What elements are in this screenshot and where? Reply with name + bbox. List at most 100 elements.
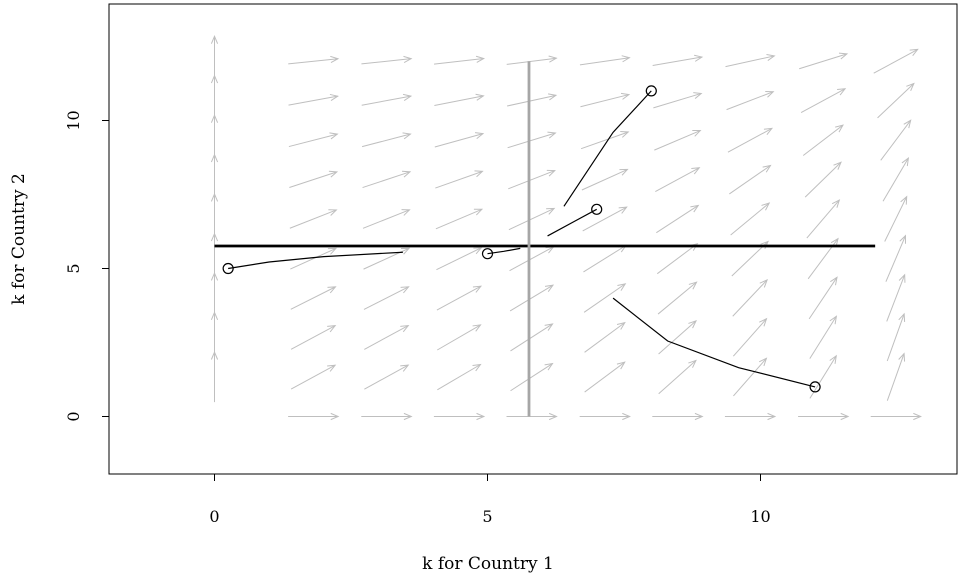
field-arrow <box>288 95 338 106</box>
field-arrow <box>653 92 702 109</box>
field-arrow <box>657 281 697 315</box>
field-arrow <box>361 133 411 148</box>
field-arrowhead <box>475 55 486 63</box>
field-arrowhead <box>620 92 631 100</box>
field-arrowhead <box>546 207 556 215</box>
field-arrowhead <box>476 412 486 421</box>
field-arrow <box>733 358 767 397</box>
y-tick-label: 10 <box>64 110 83 130</box>
field-arrowhead <box>618 206 628 214</box>
field-arrow <box>654 130 701 151</box>
field-arrowhead <box>840 412 850 421</box>
field-arrowhead <box>327 286 337 294</box>
field-arrow <box>809 316 837 359</box>
field-arrow <box>655 167 700 193</box>
field-arrowhead <box>835 124 844 133</box>
field-arrow <box>652 56 703 67</box>
y-tick-label: 5 <box>64 263 83 273</box>
field-arrowhead <box>903 119 912 129</box>
field-arrowhead <box>403 412 413 421</box>
field-arrowhead <box>688 320 697 329</box>
field-arrowhead <box>906 82 915 92</box>
field-arrow <box>437 364 481 391</box>
field-arrow <box>886 274 906 322</box>
field-arrow <box>436 285 482 311</box>
field-arrowhead <box>544 362 554 371</box>
trajectory-start-point <box>591 203 603 215</box>
reference-lines <box>214 61 876 417</box>
y-axis-title: k for Country 2 <box>9 173 29 305</box>
y-axis: 0 5 10 <box>64 110 110 422</box>
field-arrowhead <box>909 48 919 56</box>
field-arrow <box>725 55 775 68</box>
field-arrow <box>884 196 908 242</box>
field-arrow <box>880 120 912 161</box>
field-arrow <box>658 360 697 395</box>
field-arrowhead <box>472 324 482 332</box>
field-arrow <box>808 277 838 320</box>
field-arrow <box>582 206 627 232</box>
x-tick-label: 5 <box>482 507 492 526</box>
field-arrowhead <box>473 247 483 255</box>
field-arrow <box>886 313 905 362</box>
trajectory-line <box>228 251 403 270</box>
field-arrow <box>579 57 630 66</box>
field-arrowhead <box>765 90 775 98</box>
trajectory-line <box>547 208 597 237</box>
field-arrowhead <box>622 412 631 421</box>
field-arrow <box>804 161 842 198</box>
field-arrowhead <box>899 234 907 244</box>
field-arrowhead <box>475 93 485 101</box>
field-arrow <box>802 124 844 156</box>
field-arrowhead <box>688 359 697 368</box>
field-arrowhead <box>898 273 906 283</box>
field-arrowhead <box>474 132 485 139</box>
field-arrow <box>799 53 848 70</box>
field-arrow <box>509 284 554 312</box>
x-tick-label: 10 <box>750 507 770 526</box>
trajectory-start-point <box>645 85 657 97</box>
trajectory-start-point <box>809 381 821 393</box>
field-arrowhead <box>830 276 838 286</box>
field-arrow <box>290 247 337 270</box>
field-arrow <box>364 364 409 390</box>
field-arrowhead <box>898 352 906 362</box>
field-arrow <box>886 353 905 401</box>
field-arrow <box>510 323 553 352</box>
field-arrowhead <box>617 283 627 291</box>
field-arrow <box>508 207 555 231</box>
field-arrow <box>434 133 484 148</box>
field-arrow <box>288 58 339 65</box>
field-arrow <box>290 325 336 350</box>
field-arrowhead <box>694 412 704 421</box>
field-arrow <box>581 168 628 191</box>
field-arrow <box>583 245 627 273</box>
field-arrowhead <box>400 364 410 372</box>
field-arrowhead <box>838 52 849 60</box>
field-arrowhead <box>327 247 338 255</box>
field-arrowhead <box>401 170 412 178</box>
field-arrow <box>290 286 336 310</box>
x-axis-title: k for Country 1 <box>422 554 554 574</box>
field-arrowhead <box>401 209 411 216</box>
field-arrowhead <box>829 354 837 364</box>
trajectory-start-point <box>481 248 494 260</box>
trajectory-line <box>612 297 816 388</box>
field-arrow <box>509 246 554 272</box>
field-arrowhead <box>548 412 558 421</box>
field-arrow <box>437 324 481 351</box>
y-tick-label: 0 <box>64 411 83 421</box>
x-axis: 0 5 10 <box>209 473 771 526</box>
field-arrow <box>288 133 338 148</box>
field-arrowhead <box>472 363 482 372</box>
field-arrowhead <box>547 93 558 101</box>
field-arrow <box>727 127 773 153</box>
field-arrowhead <box>766 53 776 61</box>
field-arrow <box>508 170 555 190</box>
field-arrowhead <box>472 285 483 293</box>
field-arrow <box>363 247 410 270</box>
field-arrow <box>435 170 483 189</box>
field-arrow <box>730 202 770 236</box>
field-arrow <box>361 95 411 106</box>
field-arrow <box>510 363 553 392</box>
